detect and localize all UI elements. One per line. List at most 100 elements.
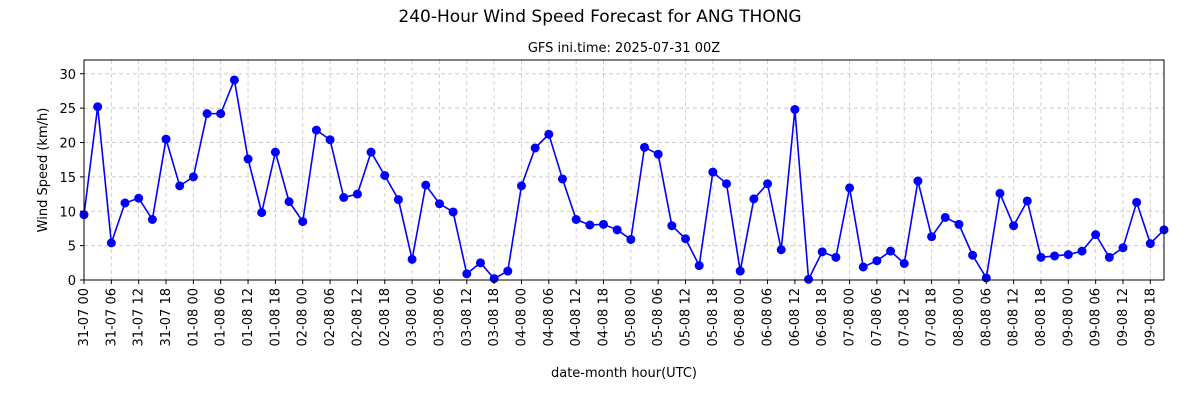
x-tick-label: 07-08 00 <box>843 288 858 346</box>
data-point <box>339 193 349 202</box>
x-tick-label: 04-08 18 <box>596 288 611 346</box>
y-tick-label: 0 <box>68 274 76 289</box>
data-point <box>626 234 636 244</box>
x-tick-label: 09-08 06 <box>1089 288 1104 346</box>
data-point <box>1091 230 1101 240</box>
x-tick-label: 31-07 12 <box>132 288 147 346</box>
data-point <box>995 188 1005 198</box>
data-point <box>886 246 896 256</box>
data-point <box>722 179 732 189</box>
data-point <box>763 179 773 189</box>
data-point <box>1063 250 1073 260</box>
data-point <box>530 143 540 153</box>
x-tick-label: 07-08 12 <box>897 288 912 346</box>
data-point <box>475 258 485 268</box>
x-tick-label: 05-08 18 <box>706 288 721 346</box>
data-point <box>270 147 280 157</box>
data-point <box>968 250 978 260</box>
y-tick-label: 10 <box>59 205 76 220</box>
y-tick-label: 15 <box>59 171 76 186</box>
x-tick-label: 06-08 18 <box>815 288 830 346</box>
x-tick-label: 01-08 18 <box>268 288 283 346</box>
x-tick-label: 31-07 06 <box>104 288 119 346</box>
data-point <box>161 134 171 144</box>
data-point <box>858 262 868 272</box>
x-tick-label: 31-07 00 <box>77 288 92 346</box>
data-point <box>804 274 814 284</box>
y-ticks: 0 5 10 15 20 25 30 <box>59 68 84 289</box>
x-tick-label: 08-08 06 <box>979 288 994 346</box>
data-point <box>257 208 267 218</box>
data-point <box>325 135 335 145</box>
data-point <box>1077 246 1087 256</box>
data-point <box>243 154 253 164</box>
chart-title: 240-Hour Wind Speed Forecast for ANG THO… <box>398 7 801 27</box>
x-tick-label: 02-08 18 <box>378 288 393 346</box>
x-tick-label: 05-08 00 <box>624 288 639 346</box>
data-point <box>544 129 554 139</box>
x-tick-label: 08-08 00 <box>952 288 967 346</box>
data-point <box>1009 221 1019 231</box>
data-point <box>899 259 909 268</box>
data-point <box>1104 252 1114 262</box>
data-point <box>872 256 882 266</box>
series-line-layer <box>83 79 1165 281</box>
data-point <box>284 197 294 207</box>
data-point <box>571 215 581 224</box>
y-tick-label: 20 <box>59 137 76 152</box>
data-point <box>352 189 362 199</box>
x-tick-label: 06-08 06 <box>761 288 776 346</box>
data-point <box>462 269 472 279</box>
plot-border <box>83 59 1165 281</box>
data-point <box>557 174 567 184</box>
data-point <box>653 149 663 159</box>
data-point <box>1050 251 1060 261</box>
data-point <box>585 220 595 230</box>
data-point <box>311 125 321 135</box>
data-point <box>831 252 841 262</box>
data-point <box>927 232 937 242</box>
data-point <box>489 274 499 284</box>
x-tick-label: 06-08 00 <box>733 288 748 346</box>
data-point <box>667 221 677 231</box>
x-tick-label: 07-08 18 <box>925 288 940 346</box>
data-point <box>147 215 157 224</box>
data-point <box>216 109 226 119</box>
data-point <box>229 75 239 85</box>
data-point <box>434 199 444 209</box>
x-tick-label: 03-08 06 <box>432 288 447 346</box>
x-tick-label: 09-08 00 <box>1061 288 1076 346</box>
data-point <box>1145 239 1155 249</box>
x-tick-label: 08-08 18 <box>1034 288 1049 346</box>
x-axis-label: date-month hour(UTC) <box>551 366 697 381</box>
x-tick-label: 02-08 06 <box>323 288 338 346</box>
data-point <box>640 142 650 152</box>
data-point <box>735 266 745 276</box>
data-point <box>776 245 786 255</box>
data-point <box>1036 252 1046 262</box>
x-tick-label: 05-08 12 <box>679 288 694 346</box>
x-tick-label: 09-08 18 <box>1143 288 1158 346</box>
data-point <box>202 109 212 119</box>
data-point <box>790 105 800 114</box>
x-tick-label: 08-08 12 <box>1007 288 1022 346</box>
data-point <box>708 167 718 177</box>
y-tick-label: 5 <box>68 240 76 255</box>
data-point <box>516 181 526 191</box>
data-point <box>448 207 458 217</box>
data-point <box>188 172 198 182</box>
x-tick-label: 07-08 06 <box>870 288 885 346</box>
data-point <box>681 234 691 244</box>
x-tick-label: 09-08 12 <box>1116 288 1131 346</box>
data-point <box>817 247 827 257</box>
wind-speed-line <box>83 79 1165 281</box>
y-tick-label: 30 <box>59 68 76 83</box>
data-point <box>913 176 923 186</box>
data-point <box>380 171 390 180</box>
grid-lines <box>83 60 1164 281</box>
x-ticks: 31-07 00 31-07 06 31-07 12 31-07 18 01-08 00… <box>77 280 1158 346</box>
data-point <box>954 219 964 229</box>
x-tick-label: 06-08 12 <box>788 288 803 346</box>
